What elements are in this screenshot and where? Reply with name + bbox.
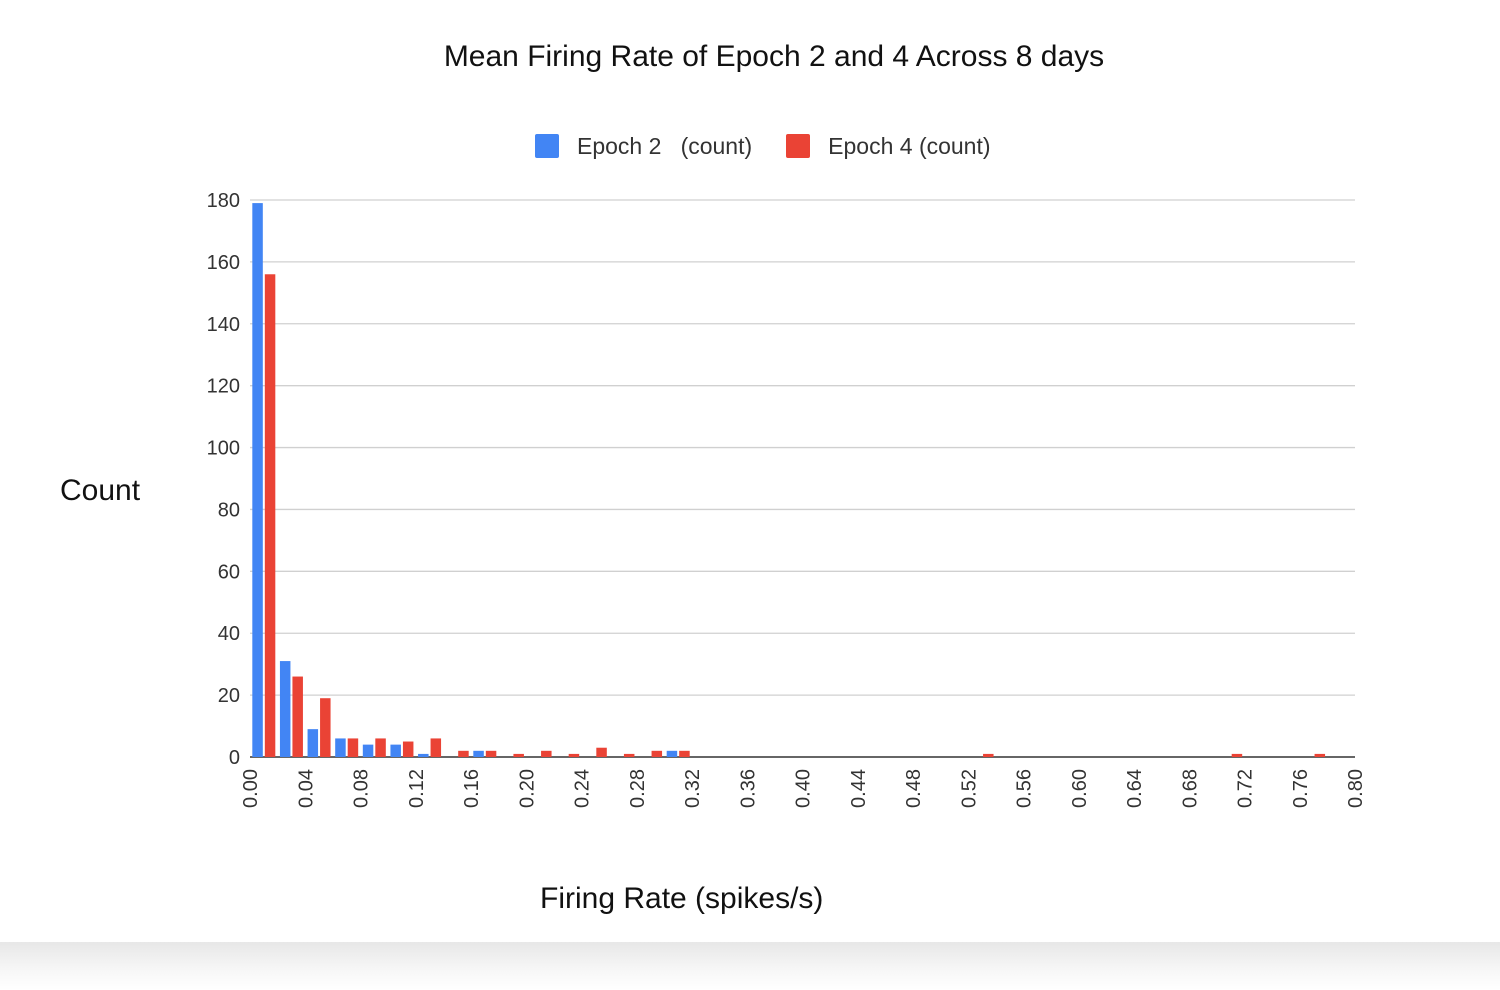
bar-epoch-4[interactable] bbox=[596, 747, 607, 757]
y-tick-label: 0 bbox=[229, 747, 240, 769]
bar-epoch-2[interactable] bbox=[666, 750, 678, 757]
legend-item-epoch-4[interactable]: Epoch 4 (count) bbox=[786, 132, 991, 160]
bar-epoch-4[interactable] bbox=[651, 750, 663, 757]
y-tick-label: 120 bbox=[207, 376, 240, 398]
legend-label-epoch-4: Epoch 4 (count) bbox=[828, 132, 991, 159]
x-tick-label: 0.28 bbox=[627, 769, 649, 808]
x-tick-label: 0.52 bbox=[958, 769, 980, 808]
x-tick-label: 0.16 bbox=[461, 769, 483, 808]
y-tick-label: 140 bbox=[207, 314, 240, 336]
footer-band bbox=[0, 942, 1500, 990]
y-tick-label: 160 bbox=[207, 252, 240, 274]
bar-epoch-4[interactable] bbox=[375, 738, 386, 757]
bar-epoch-4[interactable] bbox=[292, 676, 303, 757]
bar-epoch-4[interactable] bbox=[623, 753, 635, 757]
y-tick-label: 60 bbox=[218, 561, 240, 583]
y-tick-label: 180 bbox=[207, 190, 240, 212]
bar-epoch-4[interactable] bbox=[264, 274, 276, 757]
x-tick-label: 0.60 bbox=[1069, 769, 1091, 808]
legend-swatch-epoch-2 bbox=[535, 134, 559, 158]
legend-item-epoch-2[interactable]: Epoch 2 (count) bbox=[535, 133, 752, 160]
y-tick-label: 100 bbox=[207, 438, 240, 460]
x-tick-label: 0.76 bbox=[1290, 769, 1312, 808]
bar-epoch-4[interactable] bbox=[430, 738, 442, 757]
bar-epoch-4[interactable] bbox=[485, 750, 497, 757]
x-axis-title: Firing Rate (spikes/s) bbox=[540, 882, 824, 915]
bar-epoch-2[interactable] bbox=[418, 753, 429, 757]
bar-epoch-4[interactable] bbox=[458, 750, 469, 757]
x-tick-label: 0.64 bbox=[1124, 769, 1146, 808]
bar-epoch-4[interactable] bbox=[541, 750, 552, 757]
x-tick-label: 0.80 bbox=[1345, 769, 1367, 808]
bar-epoch-2[interactable] bbox=[252, 203, 263, 757]
legend-label-epoch-2: Epoch 2 (count) bbox=[577, 132, 753, 159]
x-tick-label: 0.32 bbox=[682, 769, 704, 808]
x-tick-label: 0.72 bbox=[1235, 769, 1257, 808]
x-tick-label: 0.36 bbox=[737, 769, 759, 808]
x-tick-label: 0.20 bbox=[516, 769, 538, 808]
bar-epoch-2[interactable] bbox=[362, 744, 374, 757]
x-tick-label: 0.40 bbox=[793, 769, 815, 808]
x-tick-label: 0.08 bbox=[351, 769, 373, 808]
bar-epoch-4[interactable] bbox=[1314, 753, 1326, 757]
x-tick-label: 0.68 bbox=[1179, 769, 1201, 808]
bar-epoch-4[interactable] bbox=[568, 753, 580, 757]
x-tick-label: 0.24 bbox=[572, 769, 594, 808]
bar-epoch-4[interactable] bbox=[513, 753, 524, 757]
x-tick-label: 0.56 bbox=[1014, 769, 1036, 808]
plot-area: 0 20 40 60 80 100 120 140 160 180 0.00 0.04 0.08 0.12… bbox=[207, 190, 1367, 808]
bar-epoch-2[interactable] bbox=[335, 738, 346, 757]
x-tick-label: 0.00 bbox=[240, 769, 262, 808]
bar-epoch-2[interactable] bbox=[279, 661, 291, 757]
legend: Epoch 2 (count) Epoch 4 (count) bbox=[535, 130, 1025, 162]
bar-epoch-2[interactable] bbox=[390, 744, 401, 757]
x-tick-label: 0.04 bbox=[295, 769, 317, 808]
x-tick-label: 0.44 bbox=[848, 769, 870, 808]
y-tick-label: 20 bbox=[218, 685, 240, 707]
y-tick-label: 80 bbox=[218, 499, 240, 521]
bar-epoch-2[interactable] bbox=[307, 729, 319, 757]
x-tick-label: 0.12 bbox=[406, 769, 428, 808]
y-axis-title: Count bbox=[60, 474, 141, 507]
bar-epoch-4[interactable] bbox=[347, 738, 359, 757]
bar-epoch-4[interactable] bbox=[402, 741, 414, 757]
chart-title: Mean Firing Rate of Epoch 2 and 4 Across… bbox=[443, 40, 1105, 73]
bar-epoch-4[interactable] bbox=[679, 750, 690, 757]
bar-epoch-4[interactable] bbox=[983, 753, 994, 757]
legend-swatch-epoch-4 bbox=[786, 134, 811, 158]
y-tick-label: 40 bbox=[218, 623, 240, 645]
x-tick-label: 0.48 bbox=[903, 769, 925, 808]
bar-epoch-4[interactable] bbox=[320, 698, 331, 757]
bar-epoch-4[interactable] bbox=[1231, 753, 1243, 757]
bar-epoch-2[interactable] bbox=[473, 750, 484, 757]
